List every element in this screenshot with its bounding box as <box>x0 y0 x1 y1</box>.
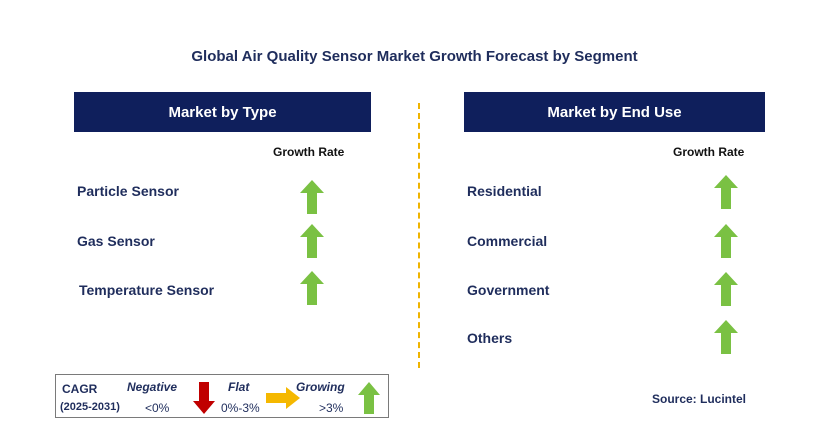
type-growth-rate-label: Growth Rate <box>273 145 345 159</box>
legend-growing-range: >3% <box>319 401 344 415</box>
legend-negative-label: Negative <box>127 380 178 394</box>
growing-arrow-icon <box>714 224 738 258</box>
growing-arrow-icon <box>714 272 738 306</box>
legend-period-label: (2025-2031) <box>60 401 120 413</box>
market-by-type-header: Market by Type <box>74 92 371 132</box>
segment-label-temperature-sensor: Temperature Sensor <box>79 282 215 298</box>
segment-label-gas-sensor: Gas Sensor <box>77 233 155 249</box>
legend-growing-label: Growing <box>296 380 345 394</box>
legend-cagr-label: CAGR <box>62 382 98 396</box>
market-by-end-use-header: Market by End Use <box>464 92 765 132</box>
growing-arrow-icon <box>300 271 324 305</box>
end-use-growth-rate-label: Growth Rate <box>673 145 745 159</box>
segment-label-others: Others <box>467 330 513 346</box>
segment-label-particle-sensor: Particle Sensor <box>77 183 179 199</box>
legend-flat-range: 0%-3% <box>221 401 260 415</box>
segment-label-commercial: Commercial <box>467 233 548 249</box>
growing-arrow-icon <box>300 224 324 258</box>
flat-arrow-icon <box>266 387 300 409</box>
growing-arrow-icon <box>358 382 380 414</box>
chart-title: Global Air Quality Sensor Market Growth … <box>191 48 638 65</box>
segment-label-government: Government <box>467 282 550 298</box>
legend-negative-range: <0% <box>145 401 170 415</box>
negative-arrow-icon <box>193 382 215 414</box>
source-label: Source: Lucintel <box>652 392 747 406</box>
growing-arrow-icon <box>300 180 324 214</box>
legend-flat-label: Flat <box>228 380 250 394</box>
segment-label-residential: Residential <box>467 183 542 199</box>
growing-arrow-icon <box>714 320 738 354</box>
panel-divider <box>418 103 420 368</box>
growing-arrow-icon <box>714 175 738 209</box>
cagr-legend: CAGR (2025-2031) Negative <0% Flat 0%-3%… <box>55 374 389 418</box>
